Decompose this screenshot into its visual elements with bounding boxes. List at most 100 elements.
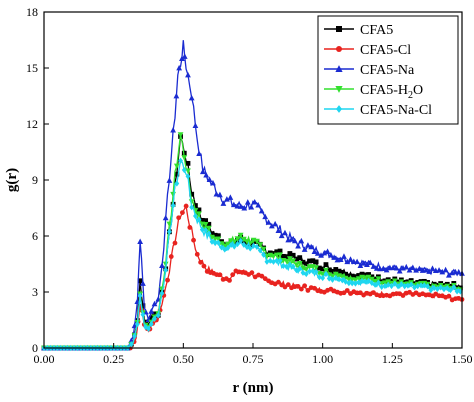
data-point — [355, 276, 362, 282]
data-point — [189, 191, 195, 197]
data-point — [439, 268, 446, 275]
y-tick-label: 6 — [32, 229, 38, 243]
data-point — [307, 268, 312, 275]
y-axis-title: g(r) — [4, 168, 20, 192]
data-point — [230, 272, 236, 278]
data-point — [415, 283, 421, 290]
data-point — [177, 132, 184, 138]
data-point — [344, 258, 351, 265]
legend-item: CFA5-Cl — [324, 43, 411, 58]
data-point — [185, 71, 191, 78]
data-point — [209, 238, 215, 245]
data-point — [323, 262, 329, 267]
x-tick-label: 0.00 — [34, 352, 55, 366]
data-point — [312, 285, 317, 291]
data-point — [181, 166, 187, 174]
data-point — [295, 242, 301, 249]
data-point — [336, 268, 342, 274]
data-point — [290, 252, 296, 258]
data-point — [356, 273, 362, 278]
data-point — [225, 244, 231, 252]
data-point — [140, 280, 146, 286]
data-point — [320, 274, 326, 282]
data-point — [220, 200, 227, 206]
data-point — [151, 300, 158, 307]
data-point — [235, 240, 240, 248]
data-point — [314, 250, 321, 256]
series-4 — [41, 157, 463, 352]
data-point — [366, 272, 371, 277]
data-point — [240, 236, 247, 243]
data-point — [370, 263, 377, 269]
data-point — [332, 271, 339, 278]
data-point — [296, 260, 303, 267]
data-point — [318, 252, 324, 258]
x-tick-label: 0.50 — [173, 352, 194, 366]
data-point — [170, 202, 176, 209]
data-point — [313, 265, 319, 271]
data-point — [375, 276, 382, 282]
data-point — [230, 201, 237, 208]
data-point — [173, 92, 180, 99]
data-point — [170, 126, 176, 133]
data-point — [448, 286, 453, 294]
series-line — [44, 159, 463, 349]
data-point — [403, 263, 410, 270]
legend-label: CFA5-Na-Cl — [360, 103, 432, 118]
legend-item: CFA5-Na-Cl — [324, 103, 432, 118]
legend-label: CFA5 — [360, 23, 393, 38]
legend-marker — [335, 65, 343, 72]
data-point — [176, 64, 183, 71]
data-point — [330, 276, 335, 283]
data-point — [234, 202, 241, 209]
data-point — [198, 259, 204, 265]
data-point — [308, 243, 315, 250]
data-point — [339, 269, 345, 275]
data-point — [398, 280, 404, 288]
data-point — [323, 270, 329, 278]
data-point — [446, 293, 452, 299]
data-point — [180, 210, 185, 216]
data-point — [382, 282, 388, 290]
data-point — [258, 207, 265, 214]
data-point — [173, 163, 180, 170]
data-point — [426, 268, 433, 274]
legend-label: CFA5-H2O — [360, 83, 423, 101]
data-point — [254, 243, 260, 251]
data-point — [365, 274, 372, 281]
data-point — [134, 321, 140, 328]
data-point — [389, 282, 394, 290]
data-point — [196, 211, 202, 217]
data-point — [451, 284, 457, 291]
data-point — [271, 251, 276, 256]
data-point — [367, 259, 374, 266]
data-point — [277, 257, 283, 264]
data-point — [418, 282, 424, 289]
data-point — [298, 237, 305, 244]
data-point — [454, 288, 460, 295]
legend-item: CFA5-H2O — [324, 83, 423, 101]
data-point — [313, 268, 319, 276]
data-point — [148, 320, 154, 328]
data-point — [225, 241, 231, 248]
data-point — [170, 191, 176, 198]
y-tick-label: 12 — [26, 117, 38, 131]
data-point — [346, 280, 352, 287]
x-tick-label: 0.75 — [243, 352, 264, 366]
data-point — [303, 270, 309, 278]
data-point — [185, 160, 191, 166]
data-point — [383, 266, 390, 273]
legend-marker — [336, 26, 342, 32]
data-point — [227, 278, 232, 283]
data-point — [179, 55, 185, 62]
data-point — [209, 234, 215, 241]
data-point — [196, 216, 202, 223]
data-point — [187, 225, 193, 230]
data-point — [244, 199, 251, 205]
data-point — [288, 236, 295, 242]
data-point — [199, 226, 205, 233]
data-point — [331, 254, 338, 260]
data-point — [324, 248, 331, 254]
data-point — [140, 311, 146, 318]
